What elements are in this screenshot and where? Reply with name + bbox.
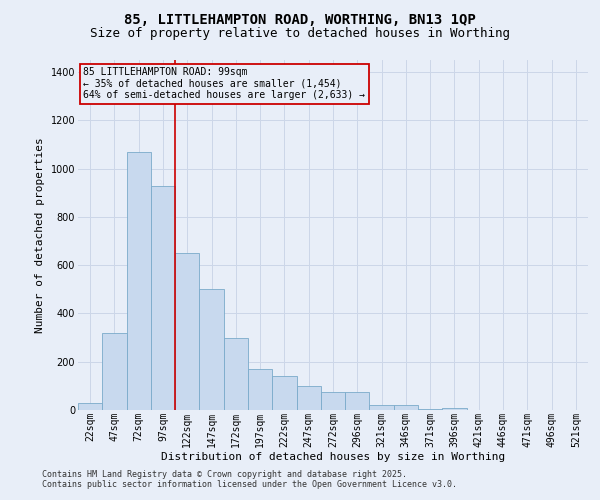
- Y-axis label: Number of detached properties: Number of detached properties: [35, 137, 45, 333]
- Bar: [418, 409, 442, 410]
- Bar: [224, 338, 248, 410]
- Bar: [370, 405, 394, 410]
- Bar: [127, 152, 151, 410]
- Bar: [78, 403, 102, 410]
- Bar: [296, 386, 321, 410]
- Bar: [321, 392, 345, 410]
- Bar: [199, 290, 224, 410]
- Bar: [175, 253, 199, 410]
- Bar: [394, 405, 418, 410]
- Bar: [102, 333, 127, 410]
- Text: 85, LITTLEHAMPTON ROAD, WORTHING, BN13 1QP: 85, LITTLEHAMPTON ROAD, WORTHING, BN13 1…: [124, 12, 476, 26]
- Bar: [272, 376, 296, 410]
- Bar: [442, 408, 467, 410]
- Text: 85 LITTLEHAMPTON ROAD: 99sqm
← 35% of detached houses are smaller (1,454)
64% of: 85 LITTLEHAMPTON ROAD: 99sqm ← 35% of de…: [83, 67, 365, 100]
- Bar: [248, 369, 272, 410]
- X-axis label: Distribution of detached houses by size in Worthing: Distribution of detached houses by size …: [161, 452, 505, 462]
- Bar: [151, 186, 175, 410]
- Bar: [345, 392, 370, 410]
- Text: Contains HM Land Registry data © Crown copyright and database right 2025.
Contai: Contains HM Land Registry data © Crown c…: [42, 470, 457, 489]
- Text: Size of property relative to detached houses in Worthing: Size of property relative to detached ho…: [90, 28, 510, 40]
